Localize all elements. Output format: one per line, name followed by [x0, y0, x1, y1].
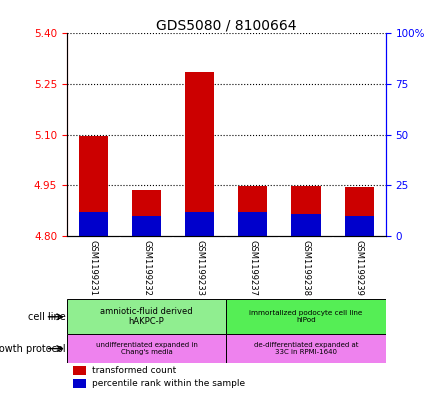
Bar	[67, 299, 226, 334]
Text: immortalized podocyte cell line
hIPod: immortalized podocyte cell line hIPod	[249, 310, 362, 323]
Text: growth protocol: growth protocol	[0, 343, 66, 354]
Bar	[344, 216, 373, 236]
Text: GSM1199233: GSM1199233	[195, 240, 204, 296]
Bar	[184, 72, 214, 236]
Text: cell line: cell line	[28, 312, 66, 322]
Bar	[132, 190, 161, 236]
Bar	[344, 187, 373, 236]
Text: GSM1199239: GSM1199239	[354, 240, 363, 296]
Bar	[79, 211, 108, 236]
Bar	[184, 211, 214, 236]
Bar	[291, 186, 320, 236]
Text: de-differentiated expanded at
33C in RPMI-1640: de-differentiated expanded at 33C in RPM…	[253, 342, 357, 355]
Bar	[238, 186, 267, 236]
Text: amniotic-fluid derived
hAKPC-P: amniotic-fluid derived hAKPC-P	[100, 307, 192, 327]
Bar	[73, 379, 86, 388]
Bar	[67, 334, 226, 363]
Text: percentile rank within the sample: percentile rank within the sample	[92, 379, 245, 388]
Title: GDS5080 / 8100664: GDS5080 / 8100664	[156, 18, 296, 32]
Text: GSM1199238: GSM1199238	[301, 240, 310, 296]
Bar	[132, 216, 161, 236]
Text: transformed count: transformed count	[92, 366, 176, 375]
Bar	[79, 136, 108, 236]
Bar	[291, 213, 320, 236]
Bar	[226, 299, 385, 334]
Text: GSM1199237: GSM1199237	[248, 240, 257, 296]
Text: GSM1199231: GSM1199231	[89, 240, 98, 296]
Text: undifferentiated expanded in
Chang's media: undifferentiated expanded in Chang's med…	[95, 342, 197, 355]
Bar	[226, 334, 385, 363]
Bar	[73, 365, 86, 375]
Bar	[238, 211, 267, 236]
Text: GSM1199232: GSM1199232	[142, 240, 150, 296]
